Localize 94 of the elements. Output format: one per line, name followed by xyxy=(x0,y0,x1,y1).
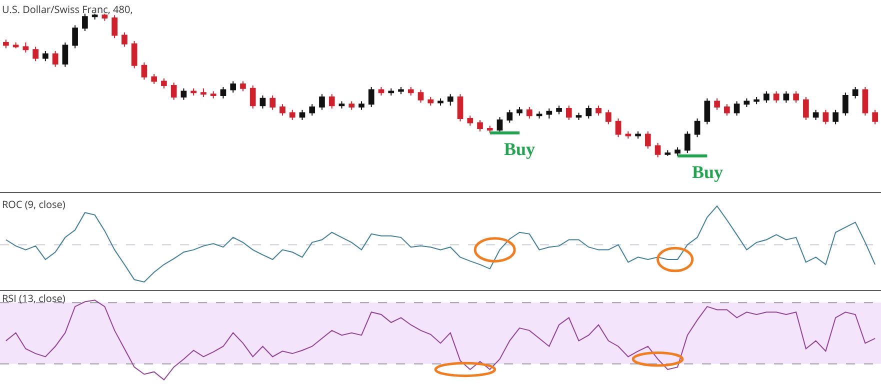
candlestick xyxy=(22,42,29,53)
candlestick xyxy=(289,109,296,120)
candlestick xyxy=(52,50,58,68)
candlestick xyxy=(190,88,196,96)
candlestick xyxy=(72,24,78,49)
candlestick xyxy=(467,115,474,126)
candlestick xyxy=(122,32,128,48)
text: Buy xyxy=(692,162,724,182)
candlestick xyxy=(240,80,246,92)
candlestick xyxy=(161,78,167,89)
candlestick xyxy=(457,94,464,122)
candlestick xyxy=(309,104,316,116)
candlestick xyxy=(32,46,38,62)
candlestick xyxy=(625,130,632,140)
candlestick xyxy=(644,130,651,150)
candlestick xyxy=(102,13,108,22)
candlestick xyxy=(438,98,444,106)
candlestick xyxy=(526,106,532,120)
candlestick xyxy=(180,88,187,100)
chart-title: U.S. Dollar/Swiss Franc, 480, xyxy=(2,2,133,16)
candlestick xyxy=(615,118,622,138)
candlestick xyxy=(92,13,98,20)
candlestick xyxy=(3,39,9,49)
candlestick xyxy=(546,108,552,120)
candlestick xyxy=(220,86,226,99)
candlestick xyxy=(744,98,750,108)
candlestick xyxy=(684,130,690,154)
candlestick xyxy=(576,112,582,120)
candlestick xyxy=(151,74,157,85)
candlestick xyxy=(872,109,878,125)
candlestick xyxy=(447,94,454,106)
candlestick xyxy=(328,94,335,109)
candlestick xyxy=(250,85,256,109)
chart-title: RSI (13, close) xyxy=(2,291,66,305)
candlestick xyxy=(724,104,730,116)
candlestick xyxy=(556,105,562,115)
candlestick xyxy=(754,96,760,105)
candlestick xyxy=(496,116,503,134)
candlestick xyxy=(714,98,720,110)
candlestick xyxy=(280,104,286,116)
candlestick xyxy=(803,96,809,120)
candlestick xyxy=(793,90,799,104)
candlestick xyxy=(586,105,592,120)
candlestick xyxy=(842,92,848,116)
candlestick xyxy=(822,109,829,125)
candlestick xyxy=(428,96,434,106)
candlestick xyxy=(82,13,88,32)
candlestick xyxy=(566,105,572,120)
candlestick xyxy=(477,119,483,132)
candlestick xyxy=(62,42,68,68)
candlestick xyxy=(536,110,542,120)
candlestick xyxy=(812,109,819,120)
candlestick xyxy=(418,89,424,104)
candlestick xyxy=(773,90,780,104)
candlestick xyxy=(832,109,838,125)
candlestick xyxy=(388,88,394,96)
candlestick xyxy=(260,95,266,109)
candlestick xyxy=(358,100,364,110)
candlestick xyxy=(230,80,236,94)
candlestick xyxy=(12,42,19,49)
candlestick xyxy=(200,88,206,98)
candlestick xyxy=(210,90,216,99)
candlestick xyxy=(270,95,276,110)
candlestick xyxy=(694,118,700,138)
candlestick xyxy=(378,86,384,96)
candlestick xyxy=(862,86,868,116)
candlestick xyxy=(764,90,770,104)
candlestick xyxy=(486,125,493,134)
candlestick xyxy=(408,86,414,96)
candlestick xyxy=(674,146,680,156)
candlestick xyxy=(141,62,148,80)
candlestick xyxy=(852,86,858,99)
candlestick xyxy=(338,100,345,109)
candlestick xyxy=(398,86,404,95)
candlestick xyxy=(299,109,306,120)
candlestick xyxy=(664,150,671,156)
chart-title: ROC (9, close) xyxy=(2,197,66,211)
candlestick xyxy=(170,82,177,100)
candlestick xyxy=(654,142,661,158)
candlestick xyxy=(783,90,790,104)
candlestick xyxy=(596,105,602,116)
candlestick xyxy=(704,98,710,125)
candlestick xyxy=(734,100,740,116)
candlestick xyxy=(506,109,513,124)
candlestick xyxy=(516,106,522,116)
candlestick xyxy=(348,100,355,110)
candlestick xyxy=(368,86,374,108)
annotation: Buy xyxy=(504,139,536,159)
candlestick xyxy=(635,130,641,140)
candlestick xyxy=(42,50,48,62)
candlestick xyxy=(112,14,118,39)
candlestick xyxy=(131,40,138,69)
candlestick xyxy=(605,109,612,125)
candlestick xyxy=(319,94,325,110)
